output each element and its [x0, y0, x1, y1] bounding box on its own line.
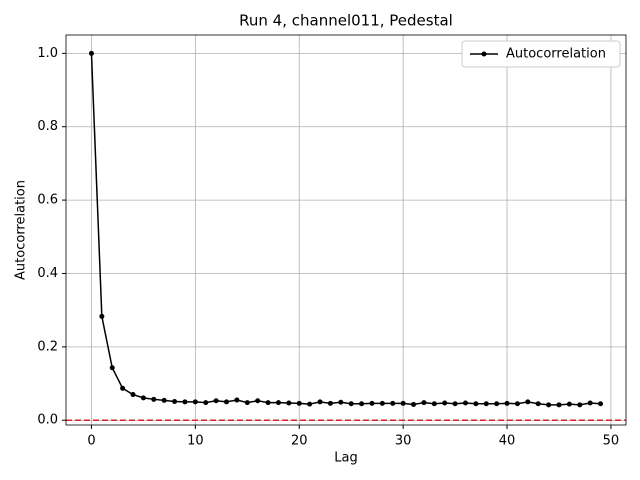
data-point — [99, 313, 105, 319]
data-point — [535, 401, 541, 407]
y-tick-label: 0.4 — [37, 266, 58, 281]
y-tick-label: 0.8 — [37, 119, 58, 134]
data-point — [255, 398, 261, 404]
data-point — [317, 399, 323, 405]
plot-frame — [65, 34, 627, 426]
data-point — [494, 401, 500, 407]
data-point — [504, 400, 510, 406]
data-point — [327, 400, 333, 406]
data-point — [400, 400, 406, 406]
legend-box — [461, 40, 621, 68]
legend-label: Autocorrelation — [506, 47, 606, 62]
data-point — [275, 400, 281, 406]
data-point — [359, 401, 365, 407]
legend-marker — [481, 51, 487, 57]
y-tick-label: 0.2 — [37, 339, 58, 354]
data-point — [483, 401, 489, 407]
data-point — [140, 395, 146, 401]
data-point — [224, 399, 230, 405]
data-point — [587, 400, 593, 406]
data-point — [161, 397, 167, 403]
data-point — [473, 401, 479, 407]
y-tick-label: 0.0 — [37, 413, 58, 428]
data-point — [234, 397, 240, 403]
y-axis-label: Autocorrelation — [14, 180, 29, 280]
data-point — [379, 400, 385, 406]
data-point — [442, 400, 448, 406]
data-point — [452, 401, 458, 407]
data-point — [338, 399, 344, 405]
data-point — [120, 385, 126, 391]
x-tick-label: 20 — [291, 434, 308, 449]
data-point — [348, 401, 354, 407]
data-point — [151, 396, 157, 402]
data-point — [286, 400, 292, 406]
data-point — [546, 402, 552, 408]
data-point — [192, 399, 198, 405]
y-tick-label: 1.0 — [37, 46, 58, 61]
data-point — [421, 400, 427, 406]
data-point — [265, 400, 271, 406]
x-tick-label: 10 — [187, 434, 204, 449]
x-axis-label: Lag — [334, 451, 357, 466]
data-point — [296, 400, 302, 406]
x-tick-label: 40 — [499, 434, 516, 449]
data-point — [514, 401, 520, 407]
y-tick-label: 0.6 — [37, 193, 58, 208]
data-point — [130, 392, 136, 398]
data-point — [462, 400, 468, 406]
data-point — [577, 402, 583, 408]
data-point — [556, 402, 562, 408]
data-point — [182, 399, 188, 405]
data-point — [390, 400, 396, 406]
data-point — [244, 400, 250, 406]
data-point — [411, 401, 417, 407]
data-point — [88, 50, 94, 56]
data-point — [307, 401, 313, 407]
data-point — [431, 401, 437, 407]
x-tick-label: 50 — [603, 434, 620, 449]
data-point — [598, 401, 604, 407]
chart-title: Run 4, channel011, Pedestal — [239, 12, 453, 30]
data-point — [213, 398, 219, 404]
data-point — [172, 399, 178, 405]
x-tick-label: 0 — [87, 434, 95, 449]
data-point — [525, 399, 531, 405]
data-point — [566, 401, 572, 407]
data-point — [203, 400, 209, 406]
x-tick-label: 30 — [395, 434, 412, 449]
data-point — [109, 365, 115, 371]
data-point — [369, 400, 375, 406]
